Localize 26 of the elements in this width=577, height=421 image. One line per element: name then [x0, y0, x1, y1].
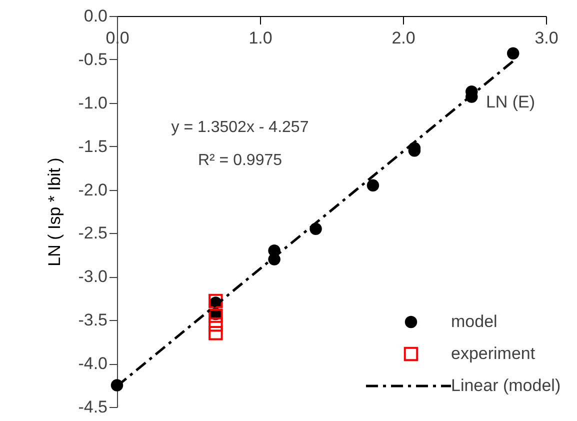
y-tick-label: -3.5 — [78, 310, 108, 330]
point — [506, 47, 520, 60]
x-tick-label: 2.0 — [392, 28, 416, 48]
annotation: y = 1.3502x - 4.257 — [171, 119, 309, 136]
legend-label: experiment — [451, 344, 536, 363]
y-tick-label: -1.0 — [78, 93, 108, 112]
y-tick-label: -1.5 — [78, 136, 108, 156]
annotation: R² = 0.9975 — [198, 152, 282, 169]
x-axis-title: LN (E) — [486, 92, 536, 112]
point — [208, 308, 223, 323]
y-tick-label: -2.0 — [78, 180, 108, 200]
point — [366, 179, 380, 192]
y-axis-title: LN ( Isp * Ibit ) — [45, 158, 64, 266]
x-tick-label: 3.0 — [534, 28, 558, 48]
legend-label: model — [451, 312, 498, 331]
legend-label: Linear (model) — [451, 376, 561, 395]
y-tick-label: -4.0 — [78, 354, 108, 374]
y-tick-label: -0.5 — [78, 50, 108, 69]
y-tick-label: -4.5 — [78, 398, 108, 416]
y-tick-label: -3.0 — [78, 267, 108, 286]
point — [208, 294, 223, 308]
point — [208, 326, 223, 340]
point — [208, 317, 223, 332]
y-tick-label: 0.0 — [84, 6, 108, 26]
x-tick-label: 1.0 — [248, 28, 272, 48]
y-tick-label: -2.5 — [78, 224, 108, 243]
